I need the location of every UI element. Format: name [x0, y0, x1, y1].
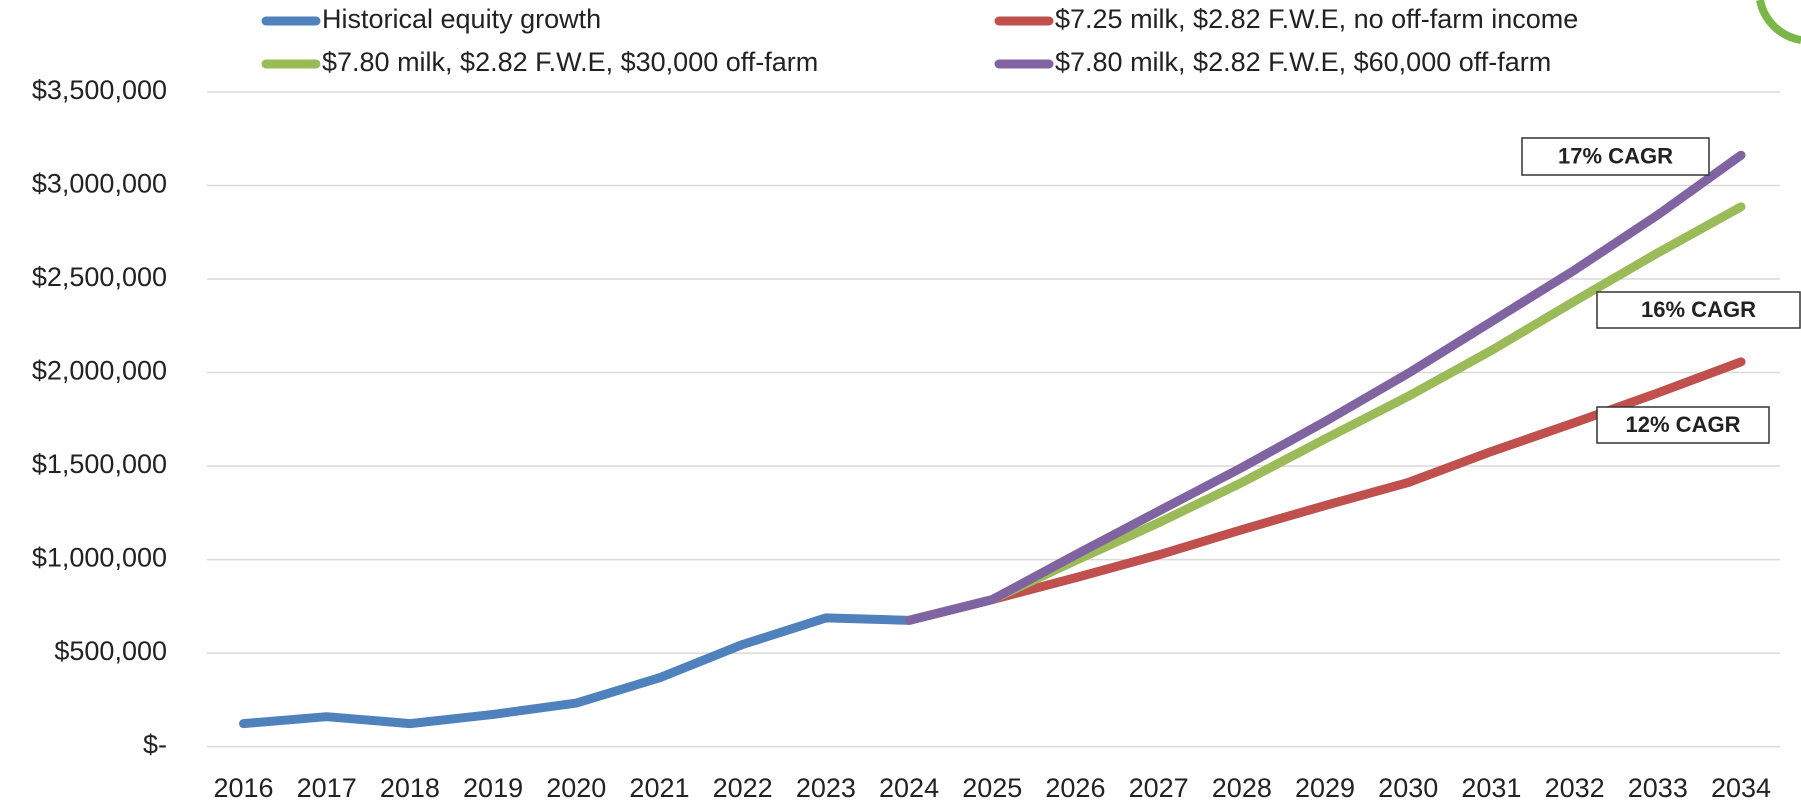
x-tick-label: 2022 — [713, 773, 773, 803]
y-tick-label: $2,500,000 — [32, 262, 167, 292]
legend-label: $7.25 milk, $2.82 F.W.E, no off-farm inc… — [1055, 4, 1578, 34]
legend-label: Historical equity growth — [322, 4, 601, 34]
series-line — [904, 150, 1746, 625]
x-tick-label: 2030 — [1378, 773, 1438, 803]
x-tick-label: 2020 — [546, 773, 606, 803]
y-tick-label: $1,000,000 — [32, 543, 167, 573]
y-tick-label: $3,500,000 — [32, 75, 167, 105]
x-tick-label: 2017 — [297, 773, 357, 803]
annotation: 16% CAGR — [1641, 297, 1756, 322]
y-tick-label: $2,000,000 — [32, 356, 167, 386]
x-tick-label: 2034 — [1711, 773, 1771, 803]
annotation-box — [1521, 137, 1710, 176]
x-tick-label: 2021 — [629, 773, 689, 803]
annotation-box — [1596, 406, 1770, 444]
x-tick-label: 2018 — [380, 773, 440, 803]
x-tick-label: 2032 — [1545, 773, 1605, 803]
x-tick-label: 2027 — [1129, 773, 1189, 803]
x-tick-label: 2029 — [1295, 773, 1355, 803]
x-tick-label: 2033 — [1628, 773, 1688, 803]
y-tick-label: $1,500,000 — [32, 449, 167, 479]
x-tick-label: 2019 — [463, 773, 523, 803]
y-tick-label: $3,000,000 — [32, 169, 167, 199]
annotation: 12% CAGR — [1626, 412, 1741, 437]
x-tick-label: 2028 — [1212, 773, 1272, 803]
y-tick-label: $500,000 — [54, 636, 167, 666]
logo-fragment — [1756, 0, 1801, 44]
x-tick-label: 2023 — [796, 773, 856, 803]
series-line — [239, 613, 914, 729]
x-tick-label: 2031 — [1461, 773, 1521, 803]
legend-label: $7.80 milk, $2.82 F.W.E, $60,000 off-far… — [1055, 47, 1551, 77]
x-tick-label: 2026 — [1045, 773, 1105, 803]
annotation-box — [1596, 291, 1801, 329]
annotation: 17% CAGR — [1558, 143, 1673, 168]
x-tick-label: 2024 — [879, 773, 939, 803]
x-tick-label: 2025 — [962, 773, 1022, 803]
legend-label: $7.80 milk, $2.82 F.W.E, $30,000 off-far… — [322, 47, 818, 77]
y-tick-label: $- — [143, 730, 167, 760]
x-tick-label: 2016 — [213, 773, 273, 803]
